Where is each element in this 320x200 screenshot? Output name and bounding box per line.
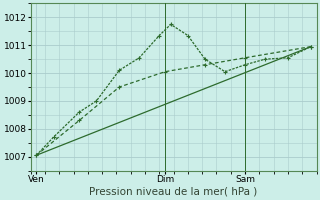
X-axis label: Pression niveau de la mer( hPa ): Pression niveau de la mer( hPa ) [90, 187, 258, 197]
